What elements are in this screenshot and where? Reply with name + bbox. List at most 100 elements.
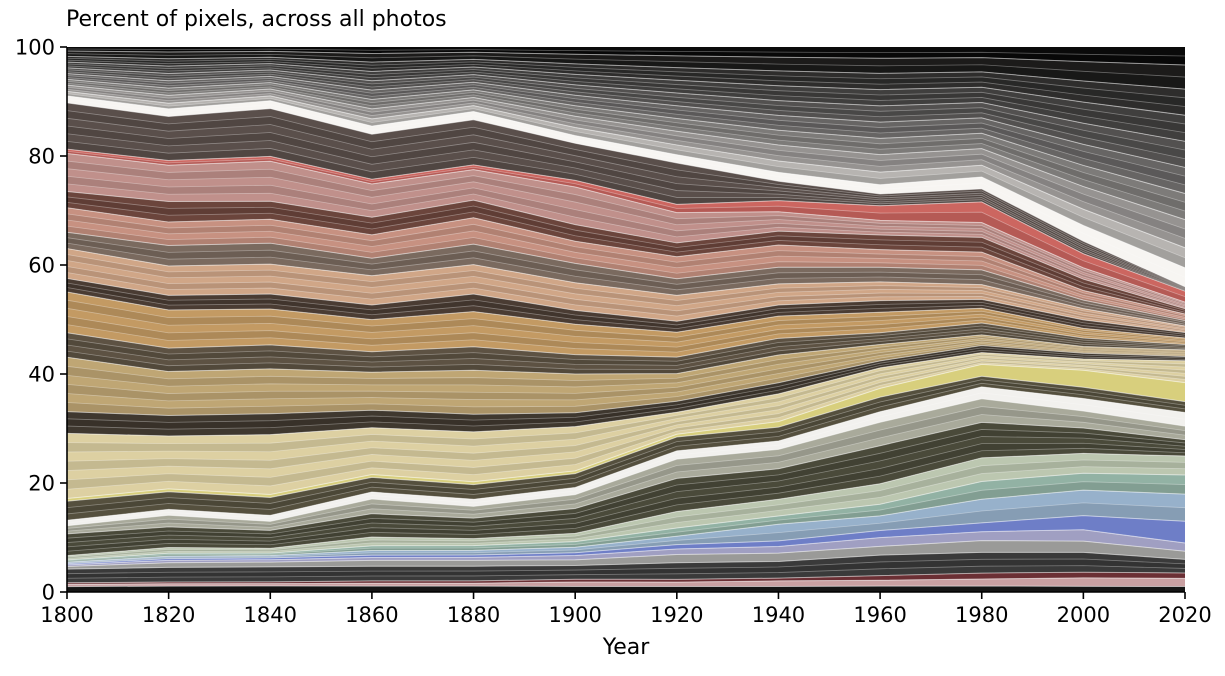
band-separator-line (66, 152, 1186, 303)
strata-line (66, 355, 1186, 453)
band-separator-line (66, 421, 1186, 535)
strata-line (66, 382, 1186, 515)
strata-line (66, 347, 1186, 423)
strata-line (66, 358, 1186, 471)
band-dark-olive-brown (67, 323, 1185, 375)
x-tick-label: 1820 (142, 603, 195, 627)
x-tick-label: 1920 (650, 603, 703, 627)
strata-line (66, 88, 1186, 239)
band-shade (67, 379, 1185, 514)
band-shade (67, 49, 1185, 66)
band-separator-line (66, 472, 1186, 561)
band-separator-line (66, 291, 1186, 339)
y-tick-label: 100 (15, 36, 55, 60)
strata-line (66, 325, 1186, 362)
y-tick-label: 20 (28, 472, 55, 496)
band-separator-line (66, 386, 1186, 521)
strata-line (66, 196, 1186, 311)
strata-line (66, 201, 1186, 313)
strata-line (66, 336, 1186, 381)
band-shade (67, 161, 1185, 305)
band-separator-line (66, 577, 1186, 585)
y-tick-label: 40 (28, 363, 55, 387)
strata-line (66, 160, 1186, 304)
band-separator-line (66, 90, 1186, 249)
band-rose (67, 153, 1185, 309)
band-gray-5 (67, 73, 1185, 194)
band-gold-tan (67, 292, 1185, 358)
band-shade (67, 58, 1185, 107)
strata-line (66, 406, 1186, 529)
band-separator-line (66, 148, 1186, 292)
strata-line (66, 307, 1186, 343)
strata-line (66, 82, 1186, 212)
strata-line (66, 338, 1186, 388)
strata-line (66, 69, 1186, 151)
strata-line (66, 379, 1186, 508)
strata-line (66, 442, 1186, 548)
band-separator-line (66, 322, 1186, 358)
band-separator-line (66, 84, 1186, 221)
band-shade (67, 347, 1185, 430)
band-gray-3 (67, 62, 1185, 142)
band-separator-line (66, 61, 1186, 116)
strata-line (66, 466, 1186, 559)
band-dark-red-brown (67, 191, 1185, 315)
band-shade (67, 331, 1185, 375)
strata-line (66, 63, 1186, 125)
band-shade (67, 110, 1185, 289)
band-separator-line (66, 352, 1186, 437)
strata-line (66, 339, 1186, 394)
band-black-top (67, 47, 1185, 66)
strata-line (66, 133, 1186, 291)
x-tick-label: 1840 (244, 603, 297, 627)
strata-line (66, 328, 1186, 366)
band-separator-line (66, 73, 1186, 168)
band-shade (67, 126, 1185, 290)
strata-line (66, 86, 1186, 230)
band-separator-line (66, 207, 1186, 315)
strata-line (66, 75, 1186, 177)
band-dark-gray-low (67, 552, 1185, 583)
strata-line (66, 447, 1186, 552)
strata-line (66, 316, 1186, 348)
band-separator-line (66, 277, 1186, 334)
x-axis-label: Year (602, 635, 650, 660)
strata-line (66, 331, 1186, 370)
x-tick-label: 1960 (853, 603, 906, 627)
strata-line (66, 225, 1186, 320)
strata-line (66, 117, 1186, 289)
band-shade (67, 196, 1185, 313)
band-shade (67, 361, 1185, 490)
band-separator-line (66, 363, 1186, 500)
strata-line (66, 565, 1186, 579)
band-brown-gray (67, 232, 1185, 326)
band-shade (67, 336, 1185, 387)
strata-line (66, 392, 1186, 524)
strata-line (66, 175, 1186, 307)
strata-line (66, 343, 1186, 409)
y-tick-label: 80 (28, 145, 55, 169)
strata-line (66, 360, 1186, 481)
band-separator-line (66, 55, 1186, 90)
band-gray-4 (67, 67, 1185, 168)
band-shade (67, 340, 1185, 401)
strata-line (66, 59, 1186, 107)
strata-line (66, 93, 1186, 259)
band-shade (67, 213, 1185, 318)
band-white-beam-lower (67, 386, 1185, 526)
band-separator-line (66, 50, 1186, 66)
band-shade (67, 481, 1185, 563)
band-shade (67, 460, 1185, 559)
band-light-gray (67, 540, 1185, 570)
band-separator-line (66, 375, 1186, 502)
x-tick-label: 2000 (1057, 603, 1110, 627)
band-gray-2 (67, 56, 1185, 116)
band-shade (67, 559, 1185, 579)
band-pale-yellow (67, 352, 1185, 499)
band-separator-line (66, 551, 1186, 570)
chart-title: Percent of pixels, across all photos (66, 7, 447, 32)
band-shade (67, 443, 1185, 552)
strata-line (66, 429, 1186, 539)
